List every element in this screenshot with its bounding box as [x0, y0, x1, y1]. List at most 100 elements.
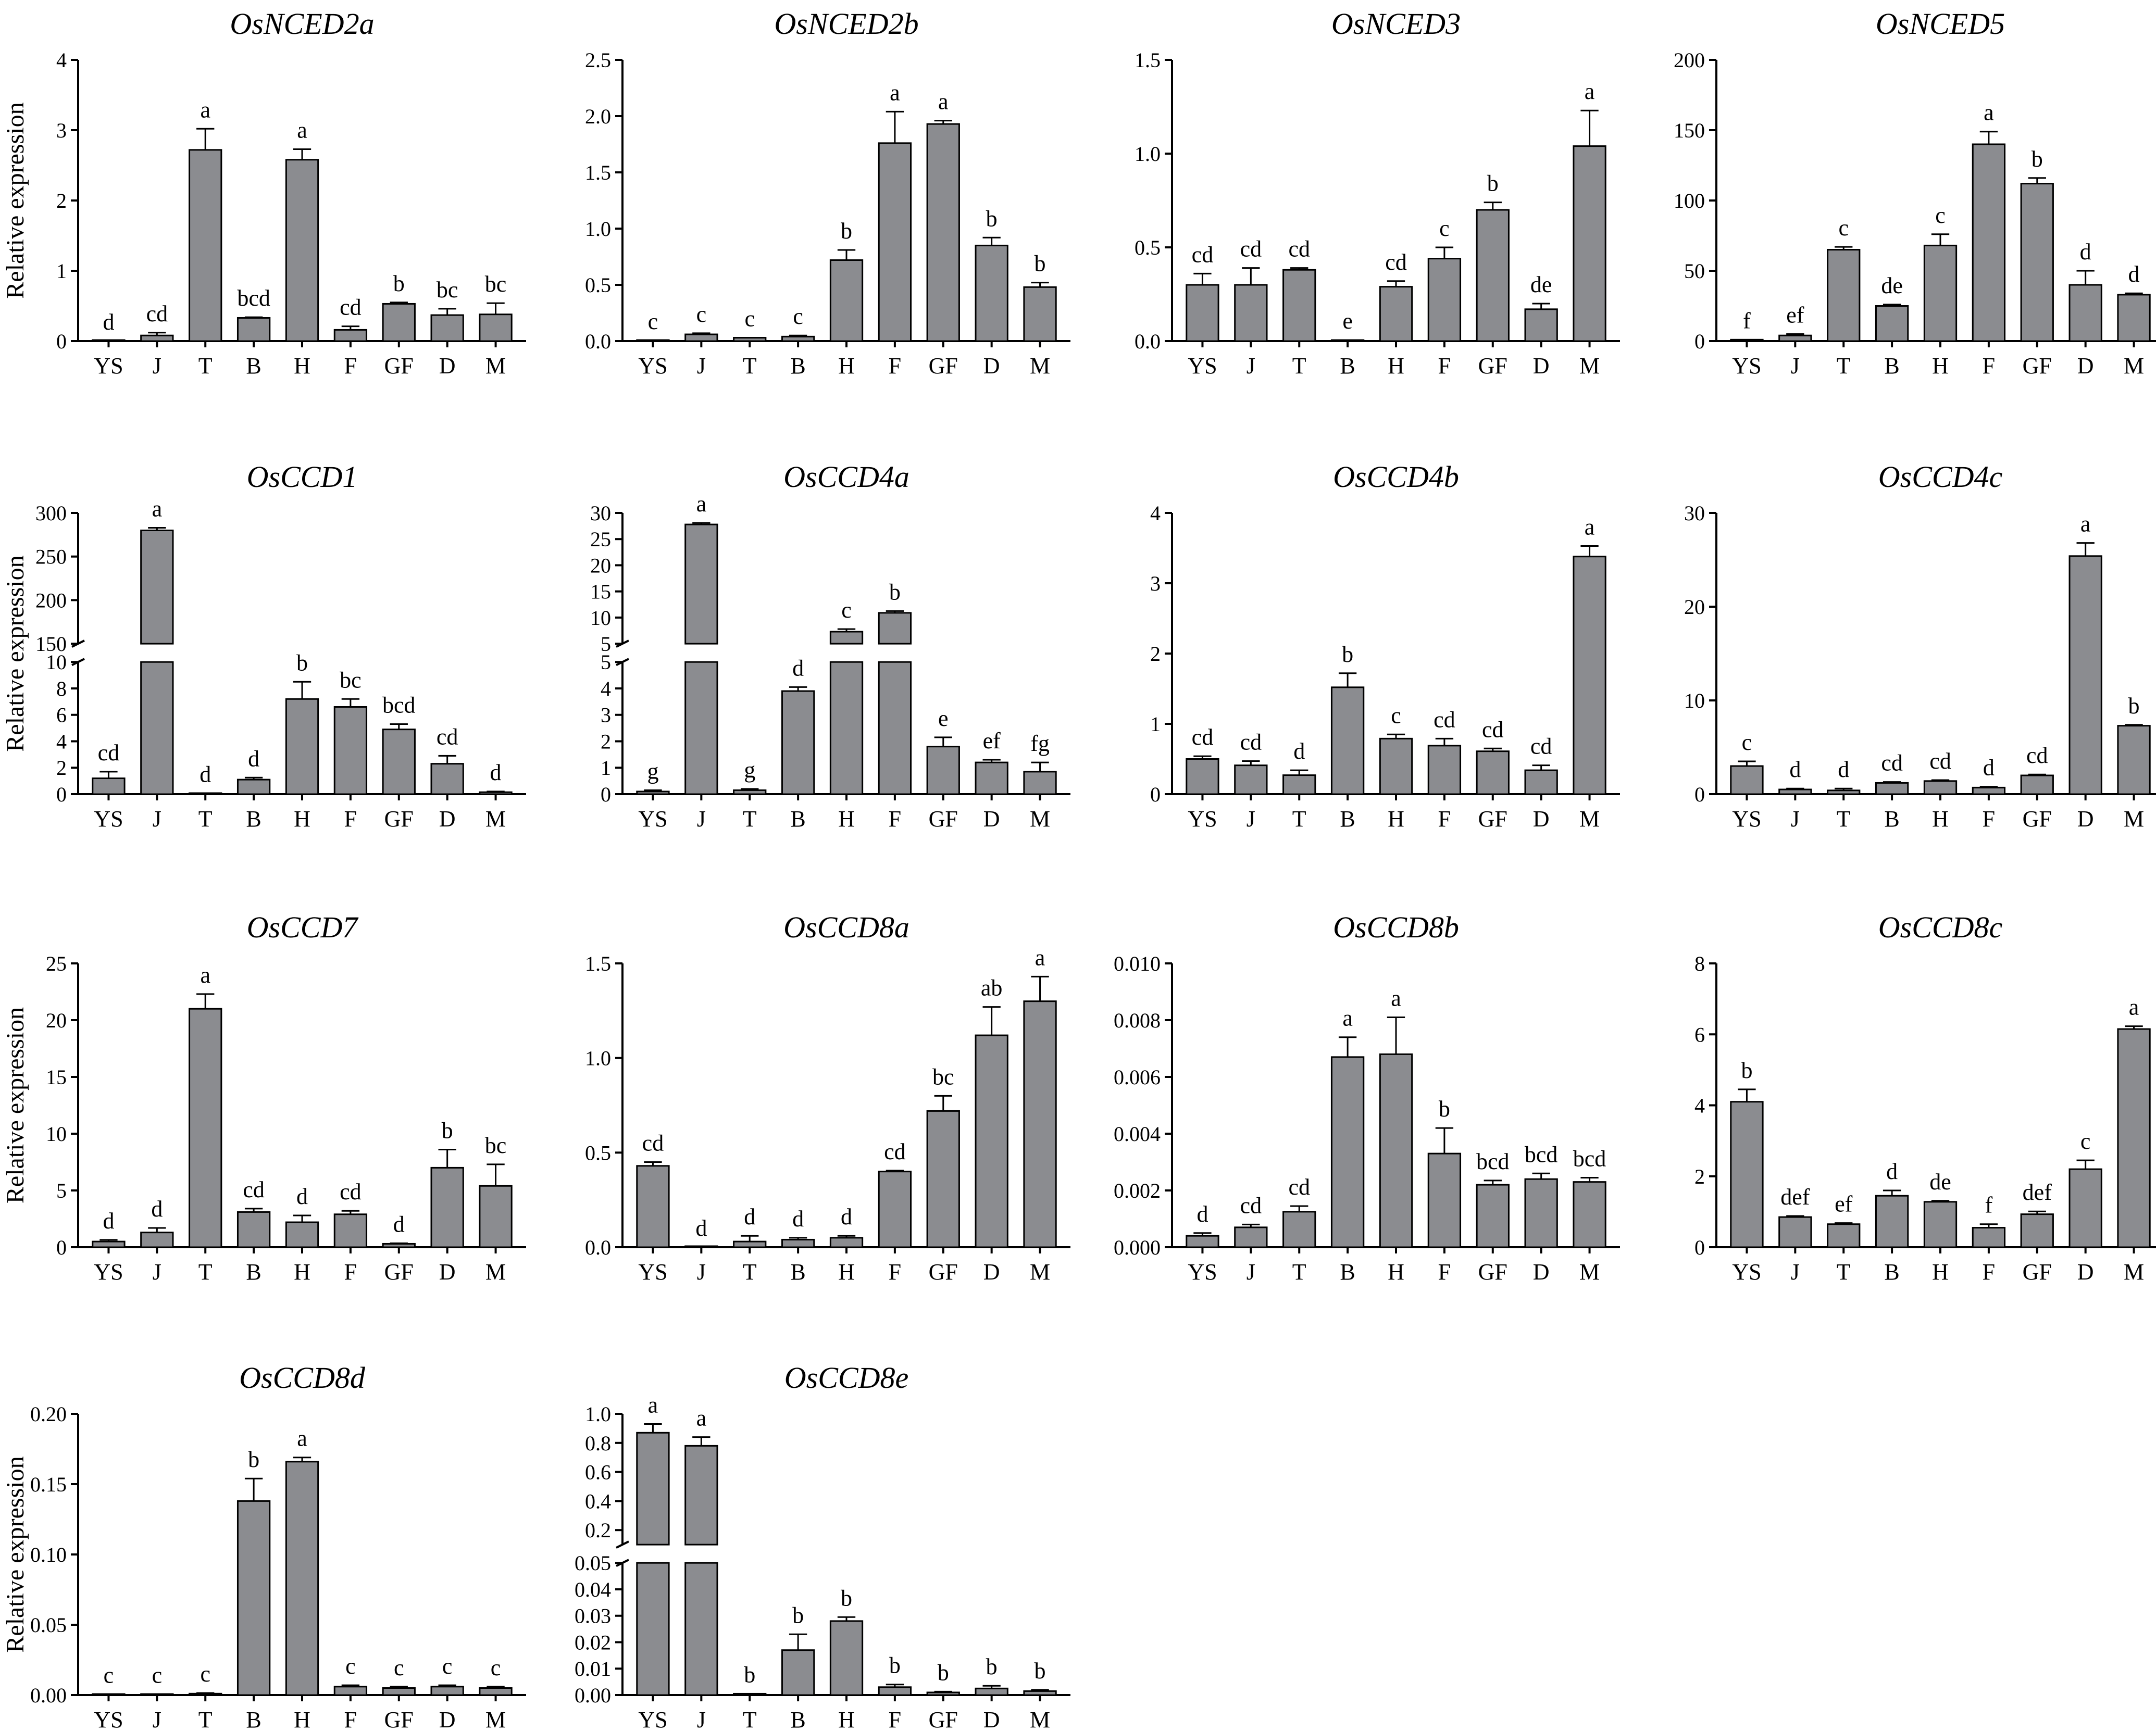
significance-letter-J: c — [696, 302, 707, 327]
y-tick-label: 10 — [46, 1122, 67, 1146]
significance-letter-H: cd — [1385, 249, 1407, 275]
significance-letter-T: d — [200, 762, 211, 787]
y-tick-label: 1 — [601, 756, 611, 780]
bar-YS — [636, 791, 670, 795]
x-tick-label-H: H — [294, 1707, 310, 1731]
bar-B — [1330, 339, 1365, 342]
bar-T — [1282, 774, 1316, 795]
bar-J — [1234, 284, 1268, 342]
bar-YS — [1186, 758, 1219, 795]
significance-letter-H: b — [841, 218, 852, 244]
y-tick-label: 4 — [1694, 1094, 1705, 1118]
y-tick-label: 1.5 — [1135, 48, 1161, 72]
significance-letter-D: cd — [1530, 734, 1552, 759]
bar-D — [2068, 555, 2102, 795]
y-tick-label: 0.010 — [1114, 952, 1161, 975]
bar-J — [1778, 334, 1812, 342]
y-tick-label: 0.03 — [575, 1604, 611, 1628]
significance-letter-M: b — [1035, 1658, 1046, 1684]
y-tick-label: 0.6 — [585, 1461, 611, 1484]
y-tick-label: 0.0 — [585, 330, 611, 353]
y-tick-label: 5 — [56, 1179, 67, 1202]
chart-panel-OsNCED2a: OsNCED2a Relative expression YS J T B H F GF D M 0 1… — [2, 7, 526, 379]
significance-letter-T: c — [744, 306, 755, 332]
chart-panel-OsNCED2b: OsNCED2b YS J T B H F GF D M 0.0 0.5 1.0 1.5 2.0 2.5 c c c… — [585, 7, 1070, 379]
significance-letter-T: c — [200, 1661, 210, 1687]
y-tick-label: 4 — [601, 677, 611, 700]
y-axis-label: Relative expression — [2, 102, 29, 298]
significance-letter-M: bcd — [1573, 1146, 1606, 1171]
bar-B — [236, 1211, 271, 1248]
x-tick-label-J: J — [1791, 806, 1800, 832]
x-tick-label-J: J — [697, 1707, 706, 1731]
bar-upper-F — [878, 612, 912, 645]
chart-title: OsCCD8e — [784, 1361, 908, 1395]
significance-letter-D: c — [442, 1653, 453, 1679]
bar-H — [829, 1620, 864, 1696]
bar-F — [333, 1213, 368, 1248]
bar-B — [781, 1238, 815, 1248]
y-tick-label: 3 — [56, 119, 67, 142]
bar-GF — [1476, 750, 1510, 795]
significance-letter-B: d — [248, 746, 259, 771]
x-tick-label-F: F — [1983, 353, 1995, 379]
significance-letter-D: b — [986, 206, 998, 231]
x-tick-label-M: M — [1579, 806, 1600, 832]
bar-GF — [926, 746, 960, 795]
chart-title: OsCCD8d — [239, 1361, 366, 1395]
significance-letter-M: a — [1585, 514, 1595, 540]
significance-letter-H: a — [1391, 986, 1401, 1011]
bar-upper-YS — [636, 1432, 670, 1546]
bar-H — [1379, 286, 1413, 342]
x-tick-label-T: T — [1837, 806, 1851, 832]
x-tick-label-YS: YS — [94, 1259, 123, 1285]
significance-letter-YS: d — [1197, 1201, 1208, 1227]
chart-panel-OsCCD8b: OsCCD8b YS J T B H F GF D M 0.000 0.002 0.004 0.006 0.… — [1114, 910, 1620, 1285]
bar-F — [333, 706, 368, 795]
x-tick-label-J: J — [153, 806, 161, 832]
bar-GF — [382, 729, 416, 795]
y-tick-label: 300 — [35, 501, 67, 525]
y-tick-label: 0.006 — [1114, 1065, 1161, 1089]
bar-F — [1427, 1152, 1462, 1248]
significance-letter-J: d — [151, 1196, 163, 1222]
x-tick-label-T: T — [198, 1259, 213, 1285]
bar-lower-J — [684, 661, 718, 795]
x-tick-label-B: B — [246, 1259, 261, 1285]
x-tick-label-YS: YS — [638, 1707, 667, 1731]
chart-panel-OsCCD8a: OsCCD8a YS J T B H F GF D M 0.0 0.5 1.0 1.5 cd d d d d cd bc… — [585, 910, 1070, 1285]
y-tick-label: 2.5 — [585, 48, 611, 72]
bar-F — [1972, 1227, 2006, 1248]
significance-letter-T: d — [1838, 757, 1849, 782]
x-tick-label-H: H — [1388, 1259, 1404, 1285]
significance-letter-J: c — [152, 1663, 163, 1688]
significance-letter-H: cd — [1929, 748, 1951, 774]
bar-T — [733, 337, 767, 342]
y-tick-label: 0.02 — [575, 1630, 611, 1654]
y-tick-label: 1.5 — [585, 161, 611, 184]
significance-letter-T: d — [744, 1204, 755, 1230]
bar-lower-YS — [636, 1562, 670, 1696]
y-tick-label: 1.0 — [585, 217, 611, 241]
y-tick-label: 0.04 — [575, 1578, 611, 1601]
bar-YS — [1186, 284, 1219, 342]
x-tick-label-YS: YS — [1732, 806, 1761, 832]
significance-letter-M: fg — [1030, 731, 1050, 756]
x-tick-label-GF: GF — [1478, 353, 1507, 379]
y-tick-label: 1.0 — [585, 1047, 611, 1070]
x-tick-label-M: M — [485, 353, 506, 379]
y-tick-label: 0.002 — [1114, 1179, 1161, 1202]
x-tick-label-H: H — [294, 1259, 310, 1285]
significance-letter-M: a — [1035, 945, 1045, 970]
x-tick-label-J: J — [697, 353, 706, 379]
bar-H — [285, 698, 319, 795]
x-tick-label-J: J — [153, 1707, 161, 1731]
significance-letter-B: bcd — [237, 285, 270, 311]
x-tick-label-M: M — [1030, 1259, 1050, 1285]
bar-T — [1827, 789, 1861, 795]
significance-letter-J: cd — [146, 301, 168, 327]
x-tick-label-T: T — [1837, 1259, 1851, 1285]
bar-GF — [1476, 1184, 1510, 1248]
